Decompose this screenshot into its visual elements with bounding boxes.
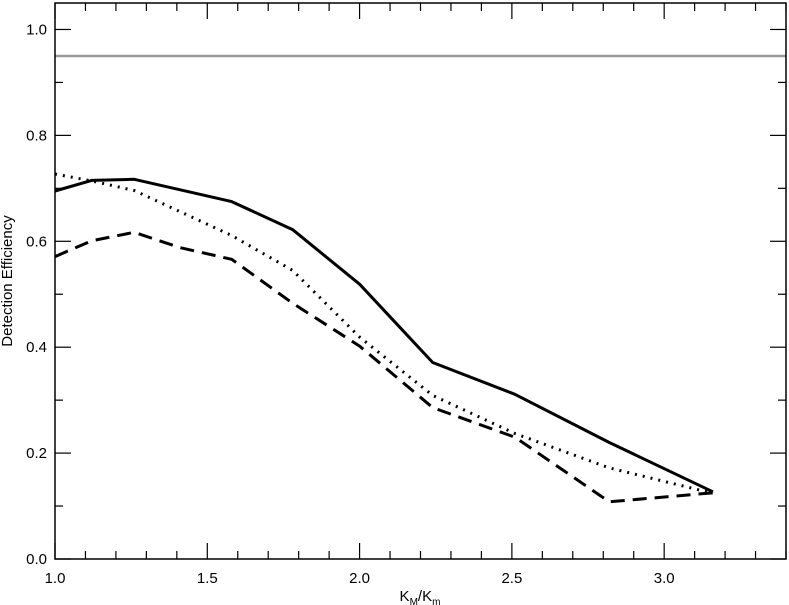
series-line-dashed (54, 230, 714, 504)
plot-layer (54, 54, 786, 504)
x-axis-title: KM/Km (400, 588, 441, 605)
y-tick-label-0.4: 0.4 (26, 339, 47, 356)
x-tick-label-2.5: 2.5 (501, 570, 522, 587)
y-tick-label-1.0: 1.0 (26, 21, 47, 38)
y-tick-label-0.0: 0.0 (26, 551, 47, 568)
x-axis-title-base-1: K (400, 588, 410, 605)
x-tick-label-2.0: 2.0 (349, 570, 370, 587)
series-line-solid (54, 177, 714, 494)
y-tick-label-0.2: 0.2 (26, 445, 47, 462)
y-axis-title: Detection Efficiency (0, 215, 16, 347)
x-tick-label-3.0: 3.0 (654, 570, 675, 587)
label-layer: Detection Efficiency KM/Km (0, 215, 440, 605)
x-tick-label-1.0: 1.0 (45, 570, 66, 587)
x-axis-title-base-2: K (422, 588, 432, 605)
x-axis-title-sub-1: M (410, 597, 418, 605)
x-axis-title-sub-2: m (432, 597, 440, 605)
x-tick-label-1.5: 1.5 (197, 570, 218, 587)
tick-layer: 1.0 1.5 2.0 2.5 3.0 0.0 0.2 0.4 0.6 0.8 1.0 (26, 3, 787, 587)
y-tick-label-0.6: 0.6 (26, 233, 47, 250)
y-tick-label-0.8: 0.8 (26, 127, 47, 144)
series-line-dotted (54, 172, 714, 495)
x-axis-title-slash: / (418, 588, 423, 605)
plot-frame (54, 2, 787, 560)
